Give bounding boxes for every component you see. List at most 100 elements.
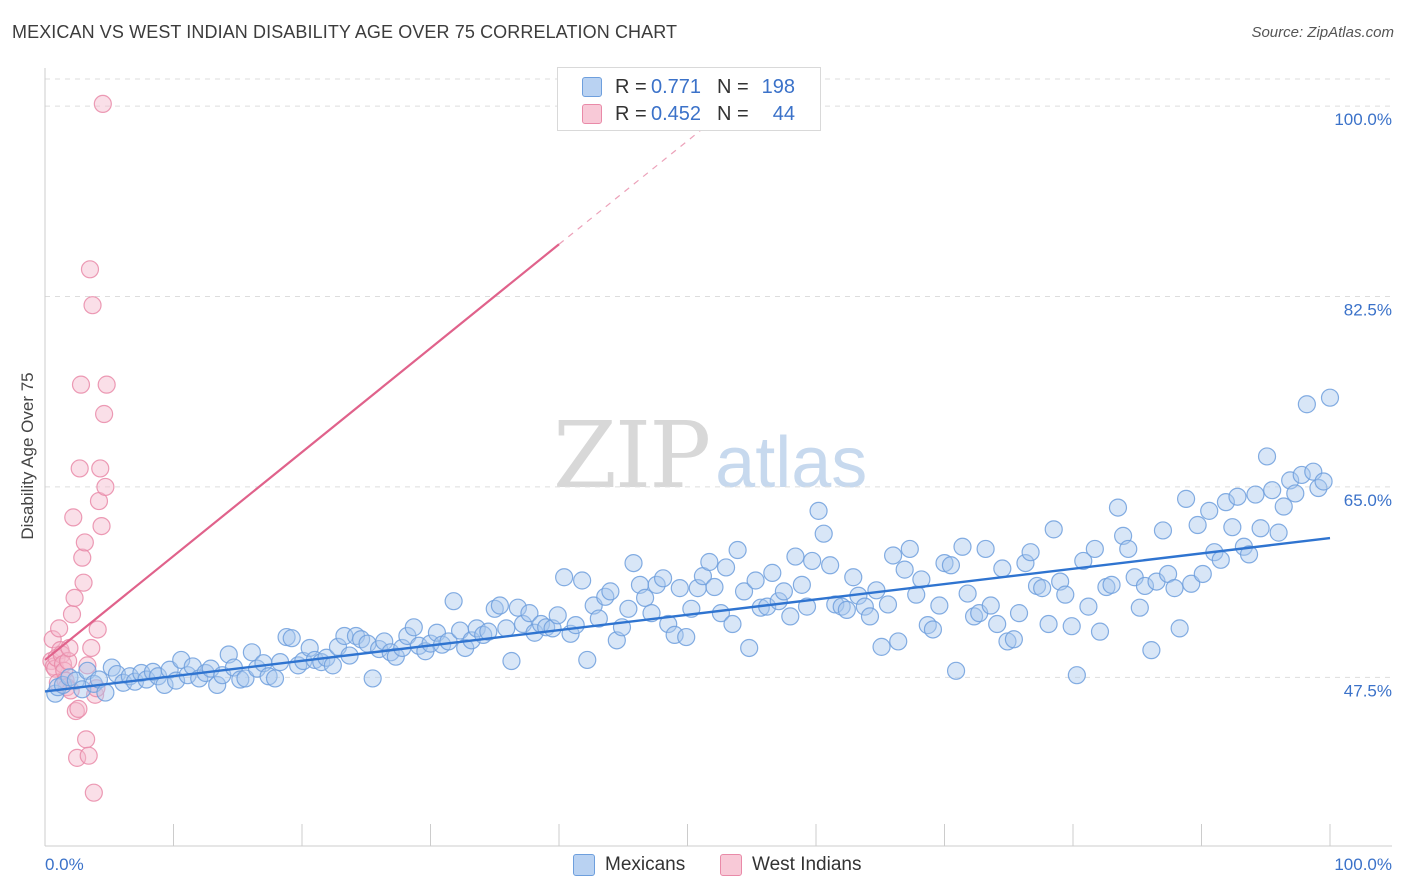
watermark-atlas: atlas: [715, 423, 868, 503]
mexicans-point: [1269, 523, 1288, 542]
mexicans-point: [282, 629, 301, 648]
mexicans-point: [964, 607, 984, 626]
mexicans-point: [1182, 574, 1201, 593]
mexicans-point: [821, 556, 840, 575]
mexicans-point: [837, 600, 856, 619]
mexicans-point: [1176, 489, 1196, 508]
mexicans-point: [1314, 472, 1333, 491]
west-indians-point: [74, 573, 93, 592]
mexicans-point: [832, 597, 851, 616]
west-indians-point: [83, 296, 102, 315]
mexicans-point: [619, 599, 638, 618]
mexicans-point: [958, 584, 977, 603]
mexicans-point: [1257, 447, 1277, 466]
mexicans-point: [711, 604, 731, 623]
west-indians-trend-line: [44, 243, 560, 661]
mexicans-point: [96, 683, 115, 702]
mexicans-point: [653, 569, 673, 588]
mexicans-point: [1188, 515, 1207, 535]
west-indians-point: [71, 375, 91, 394]
mexicans-point: [740, 638, 759, 658]
mexicans-point: [1102, 575, 1121, 594]
mexicans-point: [497, 619, 516, 638]
mexicans-point: [1130, 598, 1149, 617]
mexicans-point: [1085, 539, 1104, 559]
mexicans-point: [976, 539, 995, 559]
mexicans-point: [1056, 585, 1075, 604]
mexicans-point: [792, 575, 811, 594]
mexicans-point: [746, 571, 765, 590]
mexicans-point: [953, 537, 972, 556]
tick-labels: 47.5% 65.0% 82.5% 100.0% 0.0% 100.0%: [45, 110, 1392, 874]
mexicans-point: [1297, 395, 1316, 414]
west-indians-n-label: N =: [717, 102, 749, 125]
source-label: Source: ZipAtlas.com: [1251, 24, 1394, 41]
mexicans-point: [930, 596, 949, 615]
mexicans-point: [624, 553, 643, 573]
mexicans-swatch: [582, 77, 602, 97]
west-indians-point: [92, 516, 111, 536]
mexicans-point: [573, 571, 592, 590]
mexicans-point: [73, 680, 92, 699]
mexicans-point: [774, 582, 793, 601]
mexicans-point: [988, 614, 1007, 634]
mexicans-point: [1004, 630, 1023, 649]
west-indians-point: [66, 701, 85, 721]
mexicans-point: [485, 599, 504, 618]
mexicans-point: [895, 560, 914, 579]
legend-row-west-indians: R = 0.452 N = 44: [582, 101, 795, 127]
bottom-legend-mexicans: Mexicans: [573, 852, 685, 878]
mexicans-point: [1193, 564, 1212, 584]
mexicans-point: [1165, 579, 1184, 598]
mexicans-point: [1263, 481, 1282, 500]
mexicans-point: [555, 568, 574, 587]
west-indians-point: [96, 477, 115, 497]
bottom-mexicans-swatch: [573, 854, 595, 876]
mexicans-point: [1320, 388, 1340, 407]
mexicans-point: [363, 669, 382, 688]
mexicans-point: [872, 637, 891, 656]
mexicans-point: [981, 596, 1000, 615]
west-indians-point: [73, 548, 92, 567]
mexicans-point: [323, 656, 342, 675]
west-indians-point: [65, 588, 84, 608]
mexicans-point: [208, 675, 227, 695]
mexicans-point: [300, 638, 319, 658]
mexicans-point: [242, 643, 261, 662]
mexicans-point: [809, 501, 828, 520]
mexicans-point: [734, 582, 754, 601]
mexicans-point: [814, 524, 833, 543]
mexicans-point: [1142, 641, 1161, 660]
west-indians-point: [60, 638, 79, 658]
mexicans-point: [647, 575, 666, 594]
west-indians-point: [97, 375, 116, 394]
mexicans-point: [1067, 666, 1086, 685]
mexicans-point: [860, 607, 880, 626]
bottom-west-indians-swatch: [720, 854, 742, 876]
mexicans-point: [548, 606, 567, 625]
mexicans-point: [1074, 551, 1093, 571]
mexicans-point: [1200, 501, 1219, 520]
west-indians-point: [93, 94, 112, 114]
mexicans-point: [878, 595, 898, 614]
mexicans-point: [803, 551, 822, 571]
mexicans-point: [946, 661, 966, 680]
bottom-west-indians-label: West Indians: [752, 854, 862, 875]
watermark: ZIPatlas: [553, 402, 867, 509]
x-tick-label-end: 100.0%: [1334, 855, 1392, 874]
mexicans-point: [705, 577, 724, 597]
west-indians-point: [84, 783, 103, 802]
mexicans-point: [566, 616, 585, 635]
mexicans-point: [404, 618, 423, 637]
legend-row-mexicans: R = 0.771 N = 198: [582, 74, 795, 100]
correlation-legend: R = 0.771 N = 198 R = 0.452 N = 44: [557, 67, 821, 131]
mexicans-point: [1239, 545, 1259, 564]
mexicans-point: [160, 660, 179, 679]
mexicans-r-value: 0.771: [651, 75, 702, 98]
mexicans-point: [1119, 539, 1138, 559]
mexicans-point: [508, 598, 527, 617]
mexicans-point: [797, 597, 817, 616]
west-indians-point: [64, 508, 83, 527]
y-tick-label: 100.0%: [1334, 110, 1392, 129]
